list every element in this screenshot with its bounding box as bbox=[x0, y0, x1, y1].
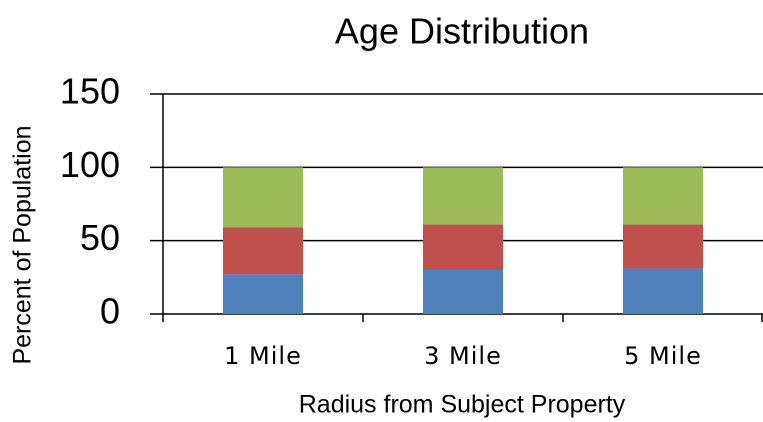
x-axis-title: Radius from Subject Property bbox=[299, 391, 626, 419]
bar-segment bbox=[223, 274, 303, 314]
bar-segment bbox=[423, 270, 503, 314]
y-tick-label: 0 bbox=[100, 291, 120, 332]
y-axis-title: Percent of Population bbox=[9, 125, 37, 364]
bar-segment bbox=[623, 224, 703, 269]
y-tick-label: 150 bbox=[60, 71, 120, 112]
bar-segment bbox=[223, 227, 303, 275]
y-tick-label: 50 bbox=[80, 217, 120, 258]
x-tick-label: 5 Mile bbox=[624, 342, 702, 370]
bar-segment bbox=[423, 224, 503, 270]
chart-title: Age Distribution bbox=[335, 11, 589, 52]
bar-segment bbox=[423, 167, 503, 225]
y-tick-label: 100 bbox=[60, 144, 120, 185]
x-tick-label: 1 Mile bbox=[224, 342, 302, 370]
bar-segment bbox=[623, 167, 703, 225]
bar-segment bbox=[623, 268, 703, 314]
x-tick-label: 3 Mile bbox=[424, 342, 502, 370]
bar-segment bbox=[223, 167, 303, 228]
